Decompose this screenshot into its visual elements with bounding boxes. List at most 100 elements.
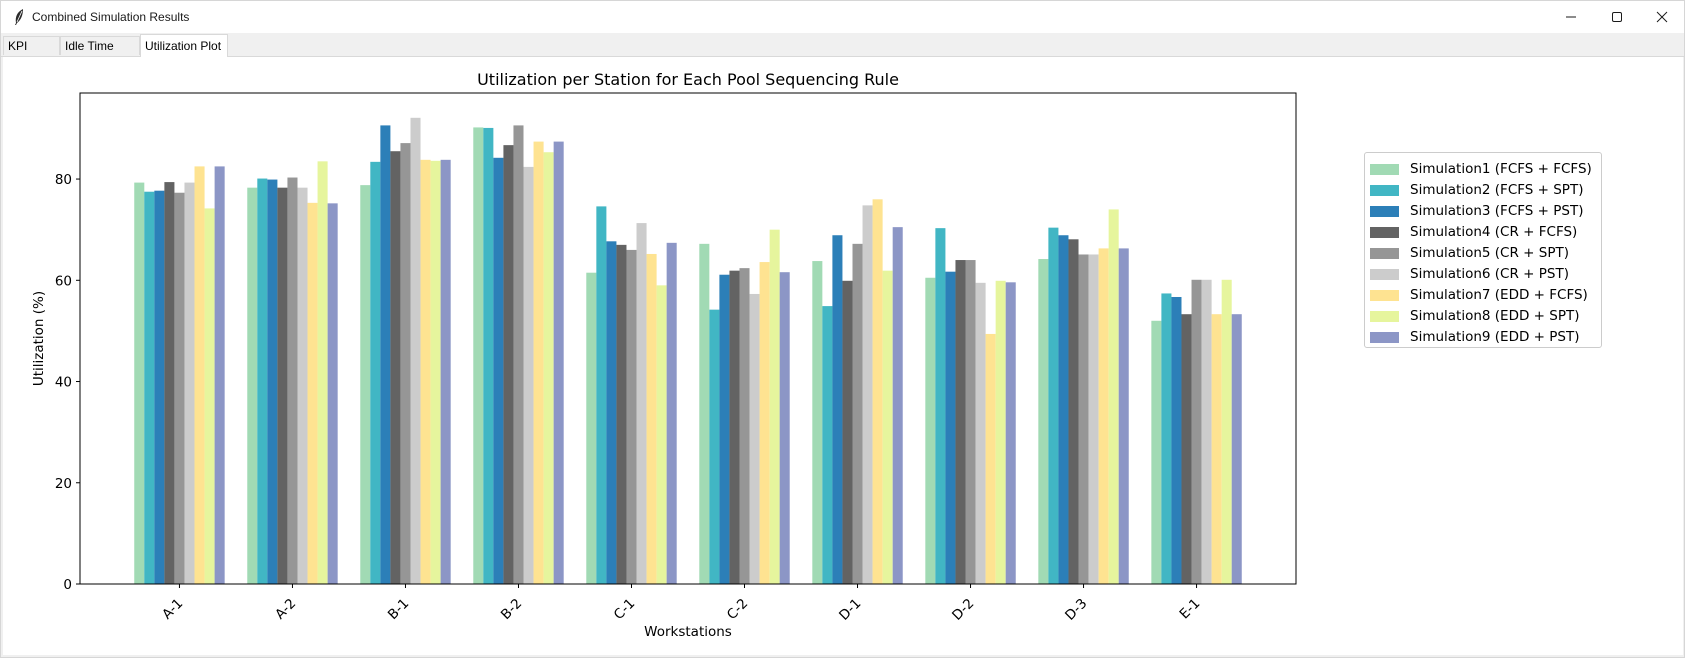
y-tick-label: 0: [63, 577, 72, 593]
bar: [503, 145, 514, 584]
x-tick-label: E-1: [1177, 596, 1204, 623]
bar: [636, 223, 647, 584]
legend-item: Simulation7 (EDD + FCFS): [1370, 285, 1588, 305]
utilization-chart: 0 20 40 60 80 A-1 A-2 B-1 B-2 C-1 C-2 D-1 D-2 D-3 E-1 U…: [31, 70, 1297, 640]
bar: [370, 161, 381, 584]
bar: [995, 280, 1006, 584]
legend-label: Simulation4 (CR + FCFS): [1410, 224, 1578, 240]
bar: [925, 277, 936, 584]
bar: [1181, 314, 1192, 584]
legend-item: Simulation2 (FCFS + SPT): [1370, 180, 1583, 200]
legend-item: Simulation3 (FCFS + PST): [1370, 201, 1583, 221]
axes-frame: [79, 92, 1297, 585]
bar: [842, 280, 853, 584]
bar: [204, 208, 215, 584]
bar: [513, 125, 524, 585]
legend-swatch: [1370, 163, 1399, 175]
bar: [420, 159, 431, 584]
bar: [1211, 314, 1222, 584]
legend-label: Simulation5 (CR + SPT): [1410, 245, 1569, 261]
legend-item: Simulation4 (CR + FCFS): [1370, 222, 1577, 242]
bar: [1088, 254, 1099, 584]
bar: [586, 272, 597, 584]
tab-utilization-plot[interactable]: Utilization Plot: [140, 34, 228, 57]
bar: [154, 190, 165, 584]
legend-label: Simulation1 (FCFS + FCFS): [1410, 161, 1592, 177]
bar: [759, 262, 770, 584]
feather-icon: [15, 9, 23, 25]
bar: [666, 242, 677, 584]
bar: [739, 268, 750, 584]
bar: [247, 187, 258, 584]
bar: [430, 160, 441, 584]
close-button[interactable]: [1639, 1, 1685, 33]
bar: [194, 166, 205, 584]
bar: [174, 192, 185, 584]
legend-swatch: [1370, 226, 1399, 238]
y-axis-label: Utilization (%): [31, 291, 47, 386]
x-tick-label: D-3: [1062, 596, 1090, 624]
bar: [945, 271, 956, 584]
bar: [1151, 320, 1162, 584]
bar: [616, 244, 627, 585]
bar: [699, 243, 710, 584]
bar: [1078, 254, 1089, 584]
bar: [626, 249, 637, 585]
bar: [1005, 282, 1016, 584]
bar: [493, 157, 504, 584]
bar: [1171, 296, 1182, 584]
legend-label: Simulation2 (FCFS + SPT): [1410, 182, 1584, 198]
y-tick-label: 60: [55, 273, 72, 289]
minimize-button[interactable]: [1548, 1, 1594, 33]
bar: [975, 282, 986, 584]
legend-swatch: [1370, 310, 1399, 322]
bar: [1191, 279, 1202, 584]
bar: [277, 187, 288, 584]
legend-swatch: [1370, 247, 1399, 259]
bar: [390, 151, 401, 584]
y-tick-label: 20: [55, 476, 72, 492]
bar: [749, 293, 760, 584]
legend-label: Simulation3 (FCFS + PST): [1410, 203, 1584, 219]
bar: [1098, 248, 1109, 584]
bar: [410, 117, 421, 585]
x-tick-label: B-1: [385, 596, 412, 623]
bar: [656, 285, 667, 584]
maximize-button[interactable]: [1594, 1, 1640, 33]
bar: [606, 241, 617, 584]
bar: [1221, 279, 1232, 584]
legend-swatch: [1370, 205, 1399, 217]
legend-label: Simulation7 (EDD + FCFS): [1410, 287, 1588, 303]
x-tick-label: C-2: [724, 596, 751, 623]
bar: [1108, 209, 1119, 585]
x-tick-label: D-1: [836, 596, 864, 624]
tab-idle-time-plot[interactable]: Idle Time Plot: [60, 36, 140, 72]
bar: [955, 260, 966, 584]
bar: [287, 177, 298, 584]
bar: [719, 274, 730, 584]
x-tick-label: A-2: [272, 596, 299, 623]
tab-kpi-table[interactable]: KPI Table: [3, 36, 60, 72]
bar: [553, 141, 564, 584]
tab-bar: KPI Table Idle Time Plot Utilization Plo…: [1, 34, 1684, 72]
bar: [543, 152, 554, 584]
legend-label: Simulation8 (EDD + SPT): [1410, 308, 1580, 324]
bar: [646, 253, 657, 584]
close-icon: [1656, 11, 1668, 23]
bar: [985, 333, 996, 584]
bar: [1118, 248, 1129, 584]
bar: [483, 127, 494, 585]
bar: [935, 228, 946, 584]
bar: [779, 272, 790, 584]
y-tick-label: 40: [55, 375, 72, 391]
bar: [307, 202, 318, 584]
bar: [533, 141, 544, 584]
legend-item: Simulation8 (EDD + SPT): [1370, 306, 1580, 326]
bar: [769, 229, 780, 585]
bar: [1161, 293, 1172, 584]
minimize-icon: [1566, 16, 1576, 18]
x-axis-label: Workstations: [644, 624, 732, 640]
y-tick-label: 80: [55, 172, 72, 188]
bar: [596, 206, 607, 584]
